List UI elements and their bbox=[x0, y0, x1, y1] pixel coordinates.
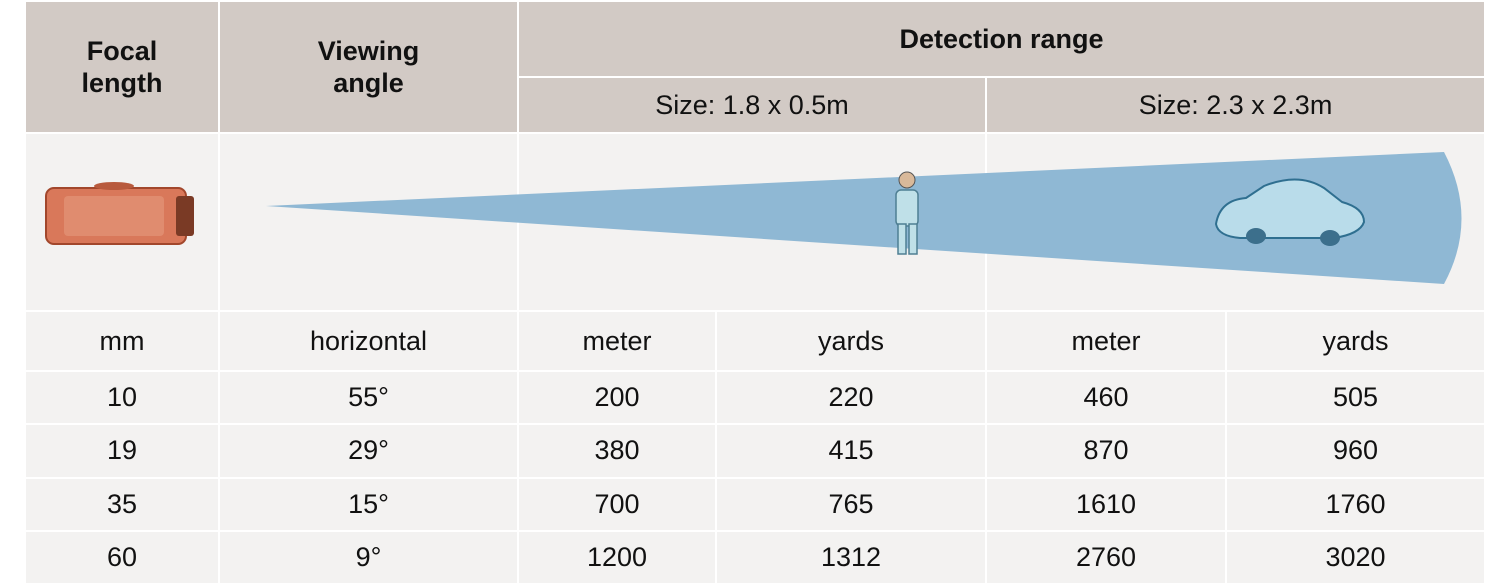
image-cell bbox=[518, 133, 986, 311]
table-cell: 19 bbox=[25, 424, 219, 477]
table-cell: 35 bbox=[25, 478, 219, 531]
page: {"header": {"focal_length": "Focal lengt… bbox=[0, 0, 1488, 583]
image-cell bbox=[25, 133, 219, 311]
unit-cell: horizontal bbox=[219, 311, 518, 371]
unit-cell: meter bbox=[518, 311, 716, 371]
table-cell: 60 bbox=[25, 531, 219, 584]
unit-cell: mm bbox=[25, 311, 219, 371]
image-cell bbox=[219, 133, 518, 311]
table-cell: 1610 bbox=[986, 478, 1226, 531]
header-detection-range: Detection range bbox=[518, 1, 1485, 77]
table-cell: 55° bbox=[219, 371, 518, 424]
table-cell: 29° bbox=[219, 424, 518, 477]
table-cell: 2760 bbox=[986, 531, 1226, 584]
table-cell: 3020 bbox=[1226, 531, 1485, 584]
table-cell: 220 bbox=[716, 371, 986, 424]
table-cell: 1760 bbox=[1226, 478, 1485, 531]
header-size: Size: 2.3 x 2.3m bbox=[986, 77, 1485, 133]
table-cell: 380 bbox=[518, 424, 716, 477]
table-cell: 960 bbox=[1226, 424, 1485, 477]
unit-cell: yards bbox=[716, 311, 986, 371]
table-cell: 9° bbox=[219, 531, 518, 584]
header-focal-length: Focal length bbox=[25, 1, 219, 133]
table-cell: 700 bbox=[518, 478, 716, 531]
table-cell: 15° bbox=[219, 478, 518, 531]
table-cell: 10 bbox=[25, 371, 219, 424]
unit-cell: yards bbox=[1226, 311, 1485, 371]
table-cell: 870 bbox=[986, 424, 1226, 477]
table-cell: 200 bbox=[518, 371, 716, 424]
table-cell: 460 bbox=[986, 371, 1226, 424]
image-cell bbox=[986, 133, 1485, 311]
header-viewing-angle: Viewing angle bbox=[219, 1, 518, 133]
header-size: Size: 1.8 x 0.5m bbox=[518, 77, 986, 133]
detection-table: Focal length Viewing angle Detection ran… bbox=[24, 0, 1486, 585]
table-cell: 1200 bbox=[518, 531, 716, 584]
table-cell: 765 bbox=[716, 478, 986, 531]
table-cell: 1312 bbox=[716, 531, 986, 584]
unit-cell: meter bbox=[986, 311, 1226, 371]
table-cell: 415 bbox=[716, 424, 986, 477]
table-cell: 505 bbox=[1226, 371, 1485, 424]
